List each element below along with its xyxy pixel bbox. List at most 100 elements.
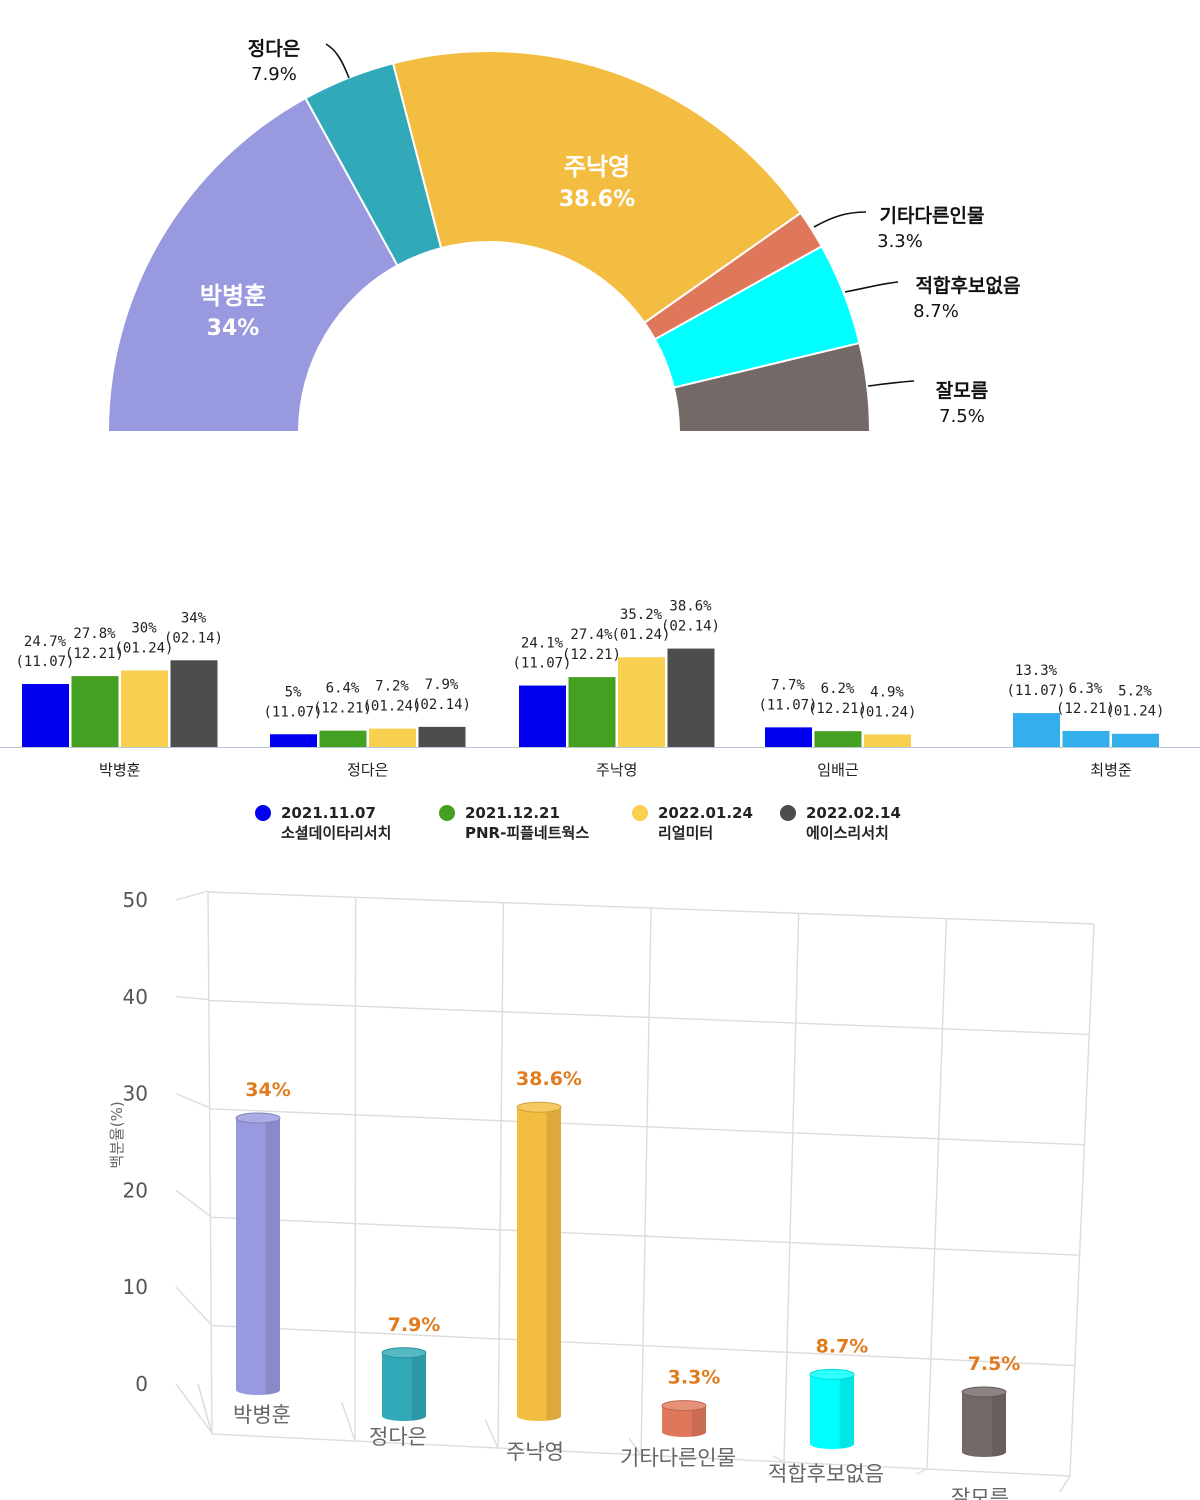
bar-value-label: 7.2% <box>375 679 409 695</box>
legend-date: 2022.02.14 <box>806 804 901 822</box>
bar <box>1062 730 1110 747</box>
bar-value-label: 27.8% <box>73 626 116 642</box>
cylinder-bar <box>381 1347 427 1421</box>
leader-line <box>867 380 915 387</box>
side-gridline <box>175 1286 212 1326</box>
cylinder-shade <box>411 1352 426 1421</box>
bar <box>814 731 862 747</box>
bar-value-label: 35.2% <box>620 607 663 623</box>
category-label: 주낙영 <box>596 761 637 779</box>
donut-slice <box>391 50 803 325</box>
bar-date-label: (01.24) <box>857 705 916 721</box>
y-axis-label: 백분율(%) <box>108 1101 126 1168</box>
bar <box>170 660 218 747</box>
cylinder-top <box>235 1112 281 1124</box>
slice-value-label: 7.5% <box>939 406 985 427</box>
y-tick-label: 10 <box>123 1275 148 1299</box>
bar-date-label: (12.21) <box>562 647 621 663</box>
side-gridline <box>175 1189 211 1217</box>
bar-date-label: (01.24) <box>1105 704 1164 720</box>
bar <box>369 728 416 747</box>
floor-gridline <box>628 1437 642 1456</box>
bar <box>568 677 616 747</box>
grouped-bar-chart: 24.7% (11.07) 27.8% (12.21) 30% (01.24) 34% (02… <box>0 599 1200 779</box>
slice-value-label: 34% <box>207 316 260 341</box>
legend-date: 2022.01.24 <box>658 804 753 822</box>
bar <box>270 734 317 747</box>
y-tick-label: 50 <box>123 888 148 912</box>
cylinder-value-label: 38.6% <box>516 1068 582 1090</box>
legend-marker-icon <box>780 805 796 821</box>
leader-line <box>844 281 899 293</box>
cylinder-value-label: 8.7% <box>816 1335 869 1357</box>
bar-value-label: 4.9% <box>870 685 904 701</box>
bar <box>71 676 119 747</box>
bar-date-label: (11.07) <box>15 654 74 670</box>
bar <box>1112 733 1159 747</box>
bar-value-label: 30% <box>131 621 157 637</box>
cylinder-bar <box>961 1386 1007 1457</box>
bar-date-label: (12.21) <box>65 646 124 662</box>
bar <box>319 730 367 747</box>
slice-value-label: 7.9% <box>251 64 297 85</box>
vertical-gridline <box>926 918 948 1470</box>
cylinder-bar <box>235 1112 281 1395</box>
bar-date-label: (02.14) <box>164 630 223 646</box>
bar-value-label: 34% <box>181 610 207 626</box>
cylinder-shade <box>265 1118 280 1395</box>
vertical-gridline <box>783 913 800 1463</box>
bar-date-label: (02.14) <box>661 619 720 635</box>
category-label: 박병훈 <box>99 761 140 779</box>
bar-chart-legend: 2021.11.07 소셜데이타리서치 2021.12.21 PNR-피플네트웍스 20… <box>0 803 1200 853</box>
cylinder-shade <box>546 1107 561 1421</box>
category-label: 최병준 <box>1090 761 1132 779</box>
vertical-gridline <box>354 897 357 1442</box>
bar <box>418 726 466 747</box>
legend-date: 2021.11.07 <box>281 804 376 822</box>
bar-value-label: 7.9% <box>425 677 459 693</box>
slice-name-label: 기타다른인물 <box>880 205 985 227</box>
bar-date-label: (01.24) <box>362 699 421 715</box>
legend-marker-icon <box>439 805 455 821</box>
legend-date: 2021.12.21 <box>465 804 560 822</box>
floor-gridline <box>1059 1475 1071 1493</box>
cylinder-bar <box>661 1400 707 1437</box>
cylinder-top <box>961 1386 1007 1398</box>
vertical-gridline <box>1069 923 1095 1477</box>
slice-name-label: 박병훈 <box>200 282 266 310</box>
cylinder-value-label: 3.3% <box>668 1367 721 1389</box>
slice-name-label: 적합후보없음 <box>916 275 1021 297</box>
bar <box>667 648 715 747</box>
bar-value-label: 27.4% <box>570 627 613 643</box>
bar-date-label: (11.07) <box>512 656 571 672</box>
half-donut-chart: 박병훈 34% 정다은 7.9% 주낙영 38.6% 기타다른인물 3.3% 적합후보없음 8.7… <box>106 38 1021 433</box>
category-label: 박병훈 <box>233 1403 291 1427</box>
bar <box>121 670 168 747</box>
legend-text: 2022.02.14 에이스리서치 <box>806 803 901 843</box>
leader-line <box>813 211 867 228</box>
side-gridline <box>175 996 209 1001</box>
bar-date-label: (12.21) <box>808 701 867 717</box>
vertical-gridline <box>207 891 213 1435</box>
bar-value-label: 5.2% <box>1118 684 1152 700</box>
floor-gridline <box>772 1455 785 1463</box>
bar <box>519 685 566 747</box>
category-label: 잘모름 <box>951 1486 1009 1500</box>
slice-name-label: 정다은 <box>248 38 300 60</box>
bar-date-label: (12.21) <box>313 701 372 717</box>
bar-date-label: (12.21) <box>1056 701 1115 717</box>
bar <box>1013 713 1060 747</box>
cylinder-bar <box>516 1101 562 1421</box>
cylinder-shade <box>691 1405 706 1437</box>
floor-gridline <box>341 1401 356 1442</box>
bar-value-label: 5% <box>285 684 302 700</box>
category-label: 기타다른인물 <box>620 1446 736 1470</box>
bar-value-label: 38.6% <box>669 599 712 615</box>
bar <box>618 657 665 747</box>
cylinder-shade <box>839 1374 854 1449</box>
legend-text: 2021.12.21 PNR-피플네트웍스 <box>465 803 589 843</box>
cylinder-shade <box>991 1392 1006 1457</box>
donut-slice <box>672 341 872 433</box>
category-label: 주낙영 <box>506 1440 564 1464</box>
legend-item: 2021.11.07 소셜데이타리서치 <box>255 803 391 843</box>
